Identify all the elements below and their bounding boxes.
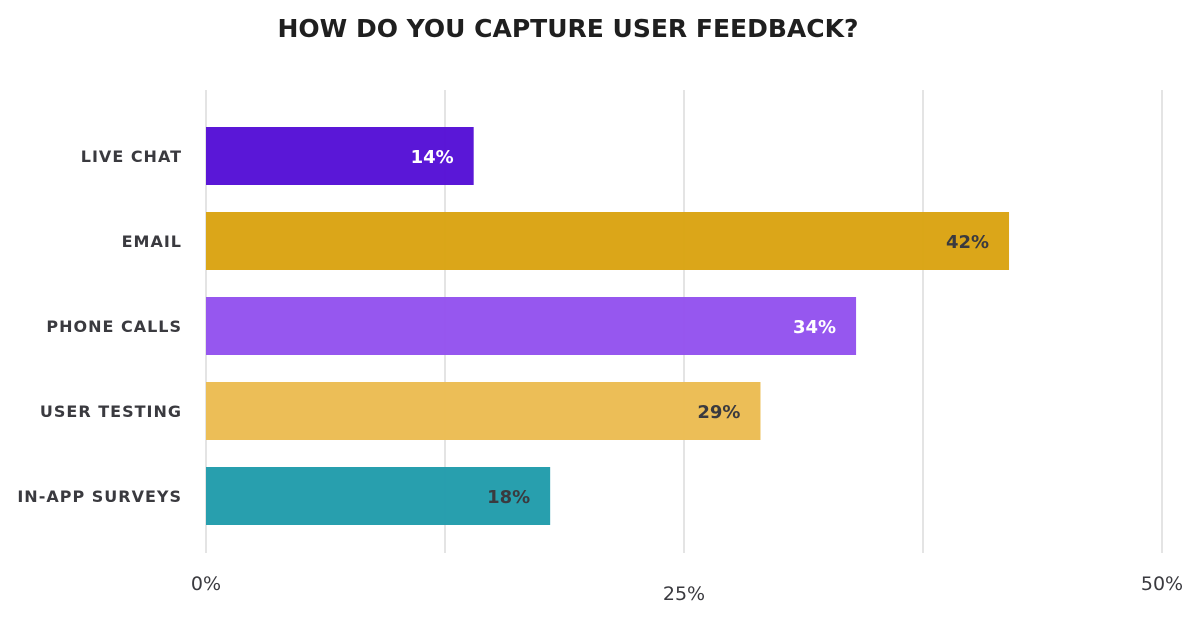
bar — [206, 127, 474, 185]
data-label: 14% — [411, 147, 454, 168]
bar — [206, 467, 551, 525]
bars: LIVE CHAT 14% EMAIL 42% PHONE CALLS 34% USER T… — [17, 127, 1010, 525]
bar — [206, 212, 1010, 270]
category-label: PHONE CALLS — [46, 317, 182, 336]
bar — [206, 382, 761, 440]
x-axis-ticks: 0% 25% 50% — [191, 573, 1183, 605]
x-tick-label: 25% — [663, 583, 705, 605]
data-label: 18% — [487, 487, 530, 508]
x-tick-label: 50% — [1141, 573, 1183, 595]
category-label: USER TESTING — [40, 402, 182, 421]
data-label: 29% — [697, 402, 740, 423]
chart-title: HOW DO YOU CAPTURE USER FEEDBACK? — [278, 14, 859, 43]
category-label: IN-APP SURVEYS — [17, 487, 182, 506]
bar — [206, 297, 857, 355]
x-tick-label: 0% — [191, 573, 221, 595]
category-label: EMAIL — [122, 232, 182, 251]
data-label: 34% — [793, 317, 836, 338]
data-label: 42% — [946, 232, 989, 253]
category-label: LIVE CHAT — [81, 147, 182, 166]
